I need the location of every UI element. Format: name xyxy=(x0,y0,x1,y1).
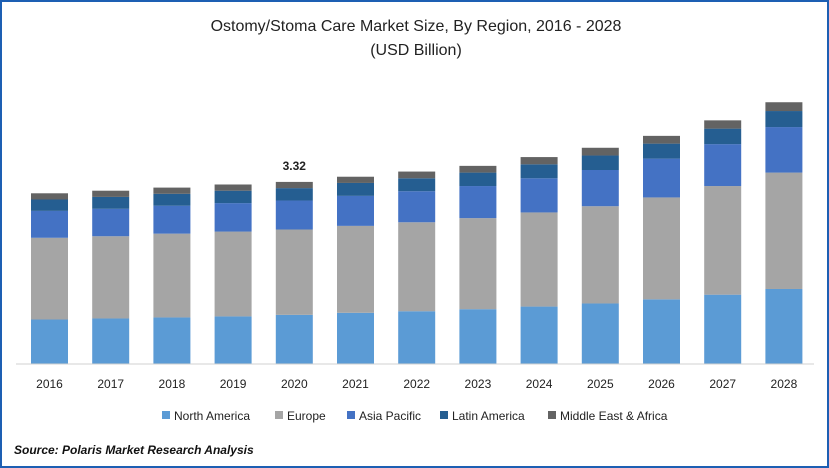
bar-segment-europe-2026 xyxy=(643,197,680,300)
bar-segment-europe-2018 xyxy=(153,233,191,318)
bar-segment-north-america-2022 xyxy=(398,311,436,364)
bar-segment-asia-pacific-2020 xyxy=(275,200,313,230)
bar-segment-asia-pacific-2026 xyxy=(643,158,680,198)
bar-segment-latin-america-2023 xyxy=(459,172,497,187)
bar-segment-asia-pacific-2019 xyxy=(214,203,252,232)
bar-segment-europe-2028 xyxy=(765,172,803,289)
bar-segment-middle-east-africa-2018 xyxy=(153,187,191,194)
legend-swatch-europe xyxy=(275,411,283,419)
legend-label-middle-east-africa: Middle East & Africa xyxy=(560,409,668,423)
x-tick-label-2026: 2026 xyxy=(648,377,675,391)
legend-label-asia-pacific: Asia Pacific xyxy=(359,409,421,423)
bar-segment-north-america-2025 xyxy=(581,303,619,364)
x-tick-labels: 2016 2017 2018 2019 2020 2021 2022 2023 2024 2025… xyxy=(36,377,797,391)
bar-segment-latin-america-2018 xyxy=(153,193,191,206)
bar-segment-north-america-2020 xyxy=(275,314,313,364)
bar-segment-europe-2016 xyxy=(31,237,68,320)
legend-swatch-middle-east-africa xyxy=(548,411,556,419)
bar-segment-middle-east-africa-2026 xyxy=(643,135,680,144)
bar-segment-latin-america-2027 xyxy=(704,128,742,145)
bar-segment-north-america-2017 xyxy=(92,318,130,364)
chart-title: Ostomy/Stoma Care Market Size, By Region… xyxy=(211,18,622,35)
bar-segment-europe-2020 xyxy=(275,229,313,315)
bar-segment-asia-pacific-2024 xyxy=(520,178,558,213)
chart-subtitle: (USD Billion) xyxy=(370,42,462,59)
bar-segment-north-america-2023 xyxy=(459,309,497,364)
bar-segment-middle-east-africa-2016 xyxy=(31,193,68,200)
data-annotations: 3.32 xyxy=(283,159,307,173)
bar-segment-europe-2017 xyxy=(92,236,130,319)
bar-segment-asia-pacific-2025 xyxy=(581,170,619,207)
x-tick-label-2019: 2019 xyxy=(220,377,247,391)
bar-segment-europe-2021 xyxy=(337,225,374,313)
bar-segment-asia-pacific-2023 xyxy=(459,186,497,219)
bar-segment-north-america-2016 xyxy=(31,319,68,364)
x-tick-label-2025: 2025 xyxy=(587,377,614,391)
x-tick-label-2024: 2024 xyxy=(526,377,553,391)
bar-segment-middle-east-africa-2025 xyxy=(581,147,619,156)
bar-segment-north-america-2019 xyxy=(214,316,252,364)
bar-segment-latin-america-2017 xyxy=(92,196,130,209)
bar-segment-middle-east-africa-2020 xyxy=(275,181,313,189)
legend-label-europe: Europe xyxy=(287,409,326,423)
legend-swatch-latin-america xyxy=(440,411,448,419)
bar-segment-middle-east-africa-2017 xyxy=(92,190,130,197)
bar-segment-asia-pacific-2027 xyxy=(704,144,742,187)
bar-segment-europe-2019 xyxy=(214,231,252,317)
source-note: Source: Polaris Market Research Analysis xyxy=(14,443,254,457)
x-tick-label-2023: 2023 xyxy=(465,377,492,391)
bar-segment-europe-2024 xyxy=(520,212,558,307)
x-tick-label-2027: 2027 xyxy=(709,377,736,391)
bar-segment-latin-america-2016 xyxy=(31,199,68,211)
bar-segment-latin-america-2024 xyxy=(520,164,558,179)
bar-segment-north-america-2028 xyxy=(765,288,803,364)
x-tick-label-2020: 2020 xyxy=(281,377,308,391)
bar-segment-europe-2022 xyxy=(398,222,436,312)
data-label-2020: 3.32 xyxy=(283,159,307,173)
x-tick-label-2028: 2028 xyxy=(771,377,798,391)
legend-label-north-america: North America xyxy=(174,409,250,423)
bar-segment-europe-2027 xyxy=(704,186,742,295)
bar-segment-latin-america-2021 xyxy=(337,182,374,196)
bar-segment-north-america-2027 xyxy=(704,294,742,364)
bar-segment-latin-america-2025 xyxy=(581,155,619,171)
x-tick-label-2017: 2017 xyxy=(97,377,124,391)
bar-segment-asia-pacific-2018 xyxy=(153,205,191,234)
bars-group xyxy=(31,102,803,364)
bar-segment-middle-east-africa-2028 xyxy=(765,102,803,112)
legend: North America Europe Asia Pacific Latin Ame… xyxy=(162,409,668,423)
legend-swatch-north-america xyxy=(162,411,170,419)
legend-label-latin-america: Latin America xyxy=(452,409,525,423)
bar-segment-middle-east-africa-2024 xyxy=(520,157,558,165)
bar-segment-middle-east-africa-2023 xyxy=(459,165,497,173)
bar-segment-middle-east-africa-2021 xyxy=(337,176,374,183)
bar-segment-north-america-2026 xyxy=(643,299,680,364)
bar-segment-latin-america-2022 xyxy=(398,178,436,192)
bar-segment-middle-east-africa-2019 xyxy=(214,184,252,191)
bar-segment-latin-america-2026 xyxy=(643,143,680,159)
bar-segment-middle-east-africa-2022 xyxy=(398,171,436,179)
bar-segment-europe-2025 xyxy=(581,206,619,304)
x-tick-label-2021: 2021 xyxy=(342,377,369,391)
bar-segment-asia-pacific-2022 xyxy=(398,191,436,223)
bar-segment-middle-east-africa-2027 xyxy=(704,120,742,129)
x-tick-label-2022: 2022 xyxy=(403,377,430,391)
x-tick-label-2016: 2016 xyxy=(36,377,63,391)
bar-segment-latin-america-2028 xyxy=(765,111,803,128)
bar-segment-asia-pacific-2021 xyxy=(337,195,374,226)
legend-swatch-asia-pacific xyxy=(347,411,355,419)
bar-segment-europe-2023 xyxy=(459,218,497,310)
bar-segment-north-america-2024 xyxy=(520,306,558,364)
bar-segment-asia-pacific-2016 xyxy=(31,210,68,238)
bar-segment-asia-pacific-2028 xyxy=(765,127,803,173)
x-tick-label-2018: 2018 xyxy=(159,377,186,391)
bar-segment-north-america-2018 xyxy=(153,317,191,364)
bar-segment-north-america-2021 xyxy=(337,312,374,364)
bar-segment-latin-america-2019 xyxy=(214,190,252,204)
bar-segment-latin-america-2020 xyxy=(275,188,313,201)
bar-segment-asia-pacific-2017 xyxy=(92,208,130,237)
